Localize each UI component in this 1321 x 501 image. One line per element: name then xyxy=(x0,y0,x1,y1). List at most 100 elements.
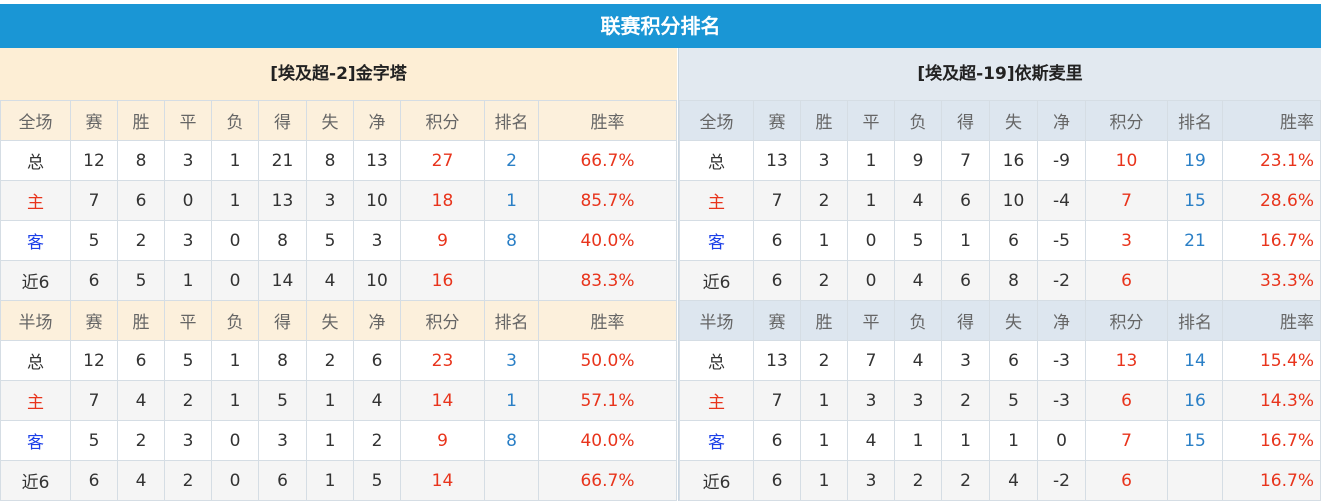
column-header-win-rate: 胜率 xyxy=(1222,100,1321,141)
table-row: 客 5 2 3 0 8 5 3 9 8 40.0% xyxy=(0,220,677,261)
cell-drawn: 0 xyxy=(164,180,212,221)
cell-goals-against: 1 xyxy=(306,420,354,461)
column-header-goals-for: 得 xyxy=(941,300,990,341)
cell-goals-for: 1 xyxy=(941,220,990,261)
column-header-goals-against: 失 xyxy=(306,100,354,141)
cell-points: 27 xyxy=(400,140,485,181)
cell-rank xyxy=(1167,260,1223,301)
cell-points: 7 xyxy=(1085,420,1168,461)
column-header-drawn: 平 xyxy=(164,100,212,141)
cell-goal-diff: 0 xyxy=(1037,420,1086,461)
column-header-goal-diff: 净 xyxy=(1037,100,1086,141)
cell-win-rate: 28.6% xyxy=(1222,180,1321,221)
column-header-lost: 负 xyxy=(894,100,942,141)
cell-goals-against: 5 xyxy=(306,220,354,261)
cell-lost: 1 xyxy=(211,140,259,181)
cell-goals-for: 21 xyxy=(258,140,307,181)
cell-win-rate: 85.7% xyxy=(538,180,677,221)
cell-won: 2 xyxy=(117,220,165,261)
cell-label: 客 xyxy=(0,420,71,461)
cell-drawn: 0 xyxy=(847,220,895,261)
cell-goals-against: 6 xyxy=(989,220,1038,261)
cell-goals-against: 2 xyxy=(306,340,354,381)
cell-win-rate: 83.3% xyxy=(538,260,677,301)
column-header-drawn: 平 xyxy=(847,300,895,341)
cell-goals-for: 13 xyxy=(258,180,307,221)
cell-won: 2 xyxy=(800,340,848,381)
cell-lost: 1 xyxy=(211,180,259,221)
cell-rank: 1 xyxy=(484,180,539,221)
column-header-lost: 负 xyxy=(894,300,942,341)
table-row: 客 5 2 3 0 3 1 2 9 8 40.0% xyxy=(0,420,677,461)
column-header-played: 赛 xyxy=(70,300,118,341)
cell-win-rate: 40.0% xyxy=(538,220,677,261)
cell-goals-for: 8 xyxy=(258,220,307,261)
cell-rank: 21 xyxy=(1167,220,1223,261)
cell-goal-diff: 6 xyxy=(353,340,401,381)
cell-lost: 0 xyxy=(211,220,259,261)
cell-rank xyxy=(1167,460,1223,501)
cell-points: 9 xyxy=(400,420,485,461)
column-header-drawn: 平 xyxy=(164,300,212,341)
cell-drawn: 5 xyxy=(164,340,212,381)
cell-points: 14 xyxy=(400,380,485,421)
table-row: 主 7 2 1 4 6 10 -4 7 15 28.6% xyxy=(679,180,1321,221)
cell-win-rate: 66.7% xyxy=(538,460,677,501)
cell-won: 2 xyxy=(800,180,848,221)
cell-label: 客 xyxy=(0,220,71,261)
column-header-rank: 排名 xyxy=(484,100,539,141)
cell-goals-against: 6 xyxy=(989,340,1038,381)
cell-lost: 1 xyxy=(211,380,259,421)
cell-won: 2 xyxy=(117,420,165,461)
table-row: 近6 6 5 1 0 14 4 10 16 83.3% xyxy=(0,260,677,301)
column-header-label: 半场 xyxy=(0,300,71,341)
column-header-goals-against: 失 xyxy=(989,100,1038,141)
column-header-played: 赛 xyxy=(70,100,118,141)
cell-goal-diff: 13 xyxy=(353,140,401,181)
table-row: 客 6 1 4 1 1 1 0 7 15 16.7% xyxy=(679,420,1321,461)
cell-goals-for: 3 xyxy=(941,340,990,381)
cell-win-rate: 23.1% xyxy=(1222,140,1321,181)
cell-lost: 4 xyxy=(894,260,942,301)
cell-played: 12 xyxy=(70,140,118,181)
cell-played: 7 xyxy=(70,180,118,221)
cell-played: 7 xyxy=(753,380,801,421)
cell-played: 5 xyxy=(70,220,118,261)
cell-points: 10 xyxy=(1085,140,1168,181)
cell-goals-for: 6 xyxy=(258,460,307,501)
column-header-points: 积分 xyxy=(1085,300,1168,341)
table-row: 主 7 1 3 3 2 5 -3 6 16 14.3% xyxy=(679,380,1321,421)
away-team-panel: [埃及超-19]依斯麦里 全场赛胜平负得失净积分 排名 胜率总 13 3 1 9 7 16 -9 1… xyxy=(678,48,1321,501)
cell-drawn: 2 xyxy=(164,460,212,501)
cell-won: 1 xyxy=(800,380,848,421)
cell-lost: 4 xyxy=(894,340,942,381)
table-row: 主 7 4 2 1 5 1 4 14 1 57.1% xyxy=(0,380,677,421)
cell-win-rate: 57.1% xyxy=(538,380,677,421)
standings-table: 全场赛胜平负得失净积分 排名 胜率总 12 8 3 1 21 8 13 27 2 66.7% 主 7 6 0 1 1… xyxy=(0,100,677,501)
team-name: [埃及超-19]依斯麦里 xyxy=(679,48,1321,100)
cell-drawn: 7 xyxy=(847,340,895,381)
column-header-goals-for: 得 xyxy=(258,300,307,341)
cell-win-rate: 16.7% xyxy=(1222,220,1321,261)
cell-goals-against: 10 xyxy=(989,180,1038,221)
cell-lost: 9 xyxy=(894,140,942,181)
cell-label: 主 xyxy=(679,180,754,221)
table-row: 近6 6 2 0 4 6 8 -2 6 33.3% xyxy=(679,260,1321,301)
cell-played: 6 xyxy=(753,220,801,261)
column-header-points: 积分 xyxy=(400,300,485,341)
table-row: 近6 6 1 3 2 2 4 -2 6 16.7% xyxy=(679,460,1321,501)
cell-goal-diff: 10 xyxy=(353,260,401,301)
cell-points: 6 xyxy=(1085,380,1168,421)
cell-points: 18 xyxy=(400,180,485,221)
cell-goals-against: 8 xyxy=(989,260,1038,301)
cell-won: 5 xyxy=(117,260,165,301)
cell-points: 3 xyxy=(1085,220,1168,261)
cell-lost: 3 xyxy=(894,380,942,421)
cell-goals-against: 4 xyxy=(989,460,1038,501)
home-team-panel: [埃及超-2]金字塔 全场赛胜平负得失净积分 排名 胜率总 12 8 3 1 21 8 13 27 2… xyxy=(0,48,677,501)
cell-win-rate: 66.7% xyxy=(538,140,677,181)
cell-lost: 1 xyxy=(211,340,259,381)
cell-points: 14 xyxy=(400,460,485,501)
cell-goals-against: 5 xyxy=(989,380,1038,421)
cell-points: 6 xyxy=(1085,260,1168,301)
